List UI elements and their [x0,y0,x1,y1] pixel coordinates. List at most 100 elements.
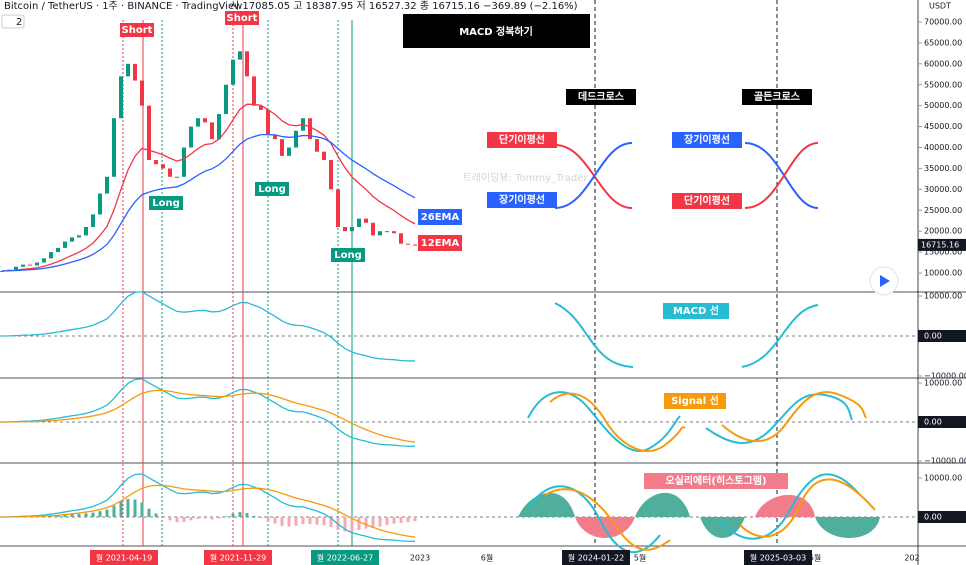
golden-cross-box [742,89,812,105]
candle [63,241,67,248]
ohlc: 시 17085.05 고 18387.95 저 16527.32 종 16715… [230,0,578,12]
golden-short: 단기이평선 [684,194,730,207]
time-label: 202 [904,554,919,563]
candle [413,244,417,246]
signal-line [1,484,416,538]
candle [182,147,186,177]
label-box [672,132,742,148]
golden-long: 장기이평선 [684,133,730,146]
signal-label: Short [227,13,258,24]
y-tick-label: 10000.00 [924,379,962,388]
time-highlight [744,550,812,565]
candle [343,226,347,232]
y-tick-label: −10000.00 [924,372,966,381]
collapse-button[interactable] [1,14,25,29]
candle [357,218,361,227]
candle [308,118,312,140]
histogram-bar [224,516,228,517]
y-tick-label: 0.00 [924,332,942,341]
candle [252,76,256,106]
candle [266,109,270,135]
ema12-line [1,103,416,272]
candle [294,130,298,148]
time-highlight-label: 월 2021-11-29 [210,553,266,563]
histogram-bar [392,517,396,524]
candle [329,160,333,190]
candle [77,235,81,238]
y-tick-label: 70000.00 [924,18,962,27]
histogram-bar [56,514,60,517]
title: MACD 정복하기 [459,25,533,38]
y-tick-label: 15000.00 [924,248,962,257]
y-tick-label: 60000.00 [924,59,962,68]
histogram-bar [77,513,81,517]
candle [154,160,158,165]
candle [119,76,123,119]
signal-label: Long [258,184,286,195]
signal-label: Long [334,250,362,261]
histogram-bar [182,517,186,522]
symbol: Bitcoin / TetherUS · 1주 · BINANCE · Trad… [4,1,242,12]
candle [350,226,354,232]
y-tick-label: 10000.00 [924,474,962,483]
histogram-bar [98,511,102,517]
play-icon[interactable] [880,275,890,287]
histogram-bar [350,517,354,532]
candle [385,231,389,233]
y-tick-label: 40000.00 [924,143,962,152]
candle [189,126,193,148]
macd-name: MACD 선 [673,304,719,317]
candle [210,122,214,140]
ema12-label: 12EMA [421,238,460,249]
candle [336,189,340,227]
candle [315,139,319,152]
currency: USDT [929,2,951,11]
dead-long: 장기이평선 [499,193,545,206]
y-tick-label: 20000.00 [924,227,962,236]
histogram-bar [378,517,382,527]
signal-box [225,11,259,25]
histogram-bar [280,517,284,526]
y-tick-label: 35000.00 [924,164,962,173]
macd-line [1,473,416,542]
dead-cross: 데드크로스 [578,90,624,103]
histogram-bar [245,513,249,517]
histogram-bar [294,517,298,526]
histogram-bar [273,517,277,524]
zero-box [918,511,966,523]
macd-line [1,291,416,362]
candle [42,258,46,263]
watermark: 트레이딩뷰: Tommy_Trader [463,172,589,184]
histogram-bar [399,517,403,523]
histogram-bar [406,517,410,523]
candle [378,231,382,236]
histogram-bar [140,502,144,517]
candle [56,247,60,253]
y-tick-label: 30000.00 [924,185,962,194]
candle [168,168,172,177]
dead-cross-box [566,89,636,105]
histogram-bar [217,517,221,519]
y-tick-label: −10000.00 [924,457,966,466]
collapse-count[interactable]: 2 [16,17,22,28]
histogram-bar [196,517,200,520]
candle [140,80,144,106]
candle [21,264,25,267]
title-box [403,14,590,48]
y-tick-label: 0.00 [924,418,942,427]
histogram-bar [385,517,389,526]
candle [259,105,263,110]
candle [49,252,53,259]
time-highlight [311,550,379,565]
histogram-bar [238,512,242,517]
histogram-bar [112,505,116,517]
histogram-bar [154,513,158,517]
zero-box [918,416,966,428]
histogram-bar [70,513,74,517]
label-box [672,193,742,209]
cross-curves [518,142,880,554]
histogram-bar [413,517,417,522]
candle [287,147,291,156]
histogram-bar [119,501,123,517]
histogram-bar [301,517,305,525]
